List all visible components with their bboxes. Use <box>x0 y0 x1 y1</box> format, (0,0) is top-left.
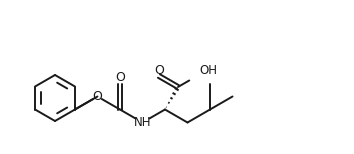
Text: O: O <box>92 90 102 103</box>
Text: O: O <box>154 65 164 77</box>
Text: OH: OH <box>199 65 217 77</box>
Text: NH: NH <box>134 116 151 129</box>
Text: O: O <box>115 71 125 84</box>
